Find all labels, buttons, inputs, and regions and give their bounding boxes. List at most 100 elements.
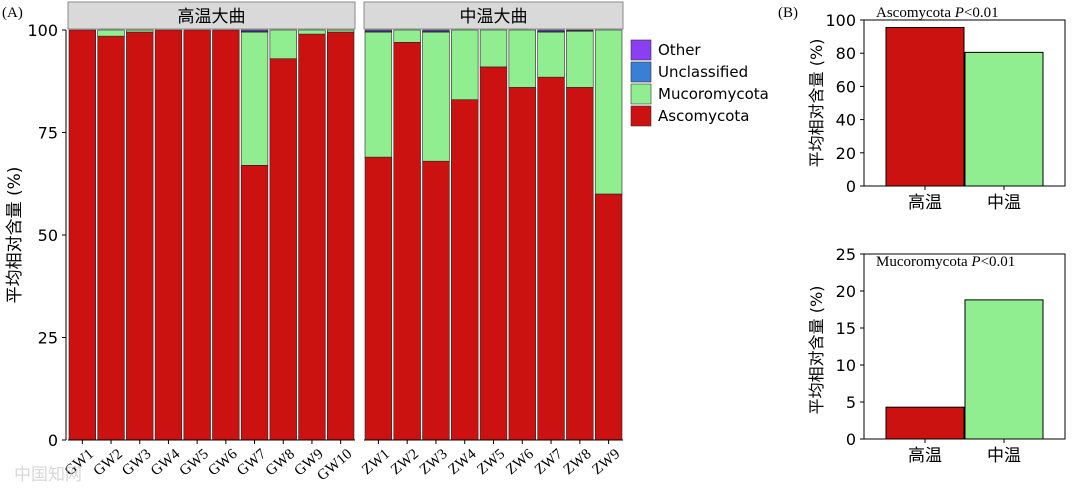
title-taxon: Mucoromycota (876, 254, 971, 270)
panel-b-ascomycota-title: Ascomycota P<0.01 (876, 5, 999, 21)
bar-segment-ascomycota-zw6 (508, 87, 536, 441)
y-tick-label: 60 (836, 77, 856, 96)
bar-segment-mucoromycota-gw2 (97, 29, 125, 37)
x-tick-label: GW3 (119, 446, 154, 479)
bar-segment-other-zw7 (537, 29, 565, 32)
stacked-bar-gw5 (183, 29, 211, 441)
legend-label-other: Other (658, 41, 701, 59)
panel-b-mucoromycota-title: Mucoromycota P<0.01 (876, 254, 1015, 270)
legend-label-mucoromycota: Mucoromycota (658, 85, 769, 103)
stacked-bar-gw7 (240, 29, 269, 441)
bar-segment-mucoromycota-gw9 (298, 29, 326, 35)
panel-b-mucoromycota-y-axis-label: 平均相对含量 (%) (807, 286, 826, 415)
facet-strip-high-temp (67, 1, 356, 30)
stacked-bar-gw1 (68, 29, 96, 441)
x-tick-label: ZW6 (503, 446, 537, 478)
bar-segment-ascomycota-zw7 (537, 76, 565, 441)
x-tick-label: ZW3 (417, 446, 451, 478)
bar-segment-mucoromycota-zw5 (479, 29, 508, 68)
bar-segment-mucoromycota-zw8 (566, 30, 594, 88)
y-tick-label: 50 (38, 226, 58, 245)
x-tick-label: ZW8 (561, 446, 595, 478)
y-tick-label: 25 (38, 329, 58, 348)
y-tick-label: 5 (846, 393, 856, 412)
panel-a-y-axis: 0 25 50 75 100 (27, 21, 67, 450)
x-tick-label: GW5 (177, 446, 212, 479)
panel-b-mucoromycota-chart: Mucoromycota P<0.01 平均相对含量 (%) 0 5 10 15 20 2… (807, 245, 1066, 466)
facet-strip-label-medium-temp: 中温大曲 (460, 7, 528, 27)
bar-segment-other-gw7 (240, 29, 269, 32)
legend-swatch-other (630, 39, 652, 61)
x-tick-label: ZW2 (388, 446, 422, 478)
y-tick-label: 20 (836, 282, 856, 301)
bar-segment-ascomycota-gw3 (126, 31, 154, 441)
legend-label-ascomycota: Ascomycota (658, 107, 750, 125)
stacked-bar-zw6 (508, 29, 536, 441)
y-tick-label: 100 (27, 21, 58, 40)
x-tick-label: GW2 (91, 446, 126, 479)
bar-segment-ascomycota-gw4 (154, 29, 183, 441)
x-tick-label: GW4 (148, 446, 184, 479)
y-tick-label: 80 (836, 44, 856, 63)
x-tick-label: ZW1 (359, 446, 393, 478)
y-tick-label: 15 (836, 319, 856, 338)
facet-strip-medium-temp (363, 1, 624, 30)
panel-label-b: (B) (778, 5, 798, 21)
y-tick-label: 40 (836, 111, 856, 130)
bar-segment-ascomycota-zw4 (451, 99, 479, 441)
bar-segment-mucoromycota-zw4 (451, 29, 479, 100)
x-tick-label: ZW5 (474, 446, 508, 478)
x-tick-label: ZW9 (589, 446, 623, 478)
bar-segment-mucoromycota-zw2 (393, 29, 421, 43)
stacked-bar-zw8 (566, 29, 594, 441)
bar-segment-mucoromycota-gw7 (240, 31, 269, 166)
stacked-bar-zw9 (594, 29, 623, 441)
bar-segment-mucoromycota-zw6 (508, 29, 536, 88)
panel-label-a: (A) (2, 5, 23, 21)
bar-segment-ascomycota-zw9 (594, 193, 623, 441)
x-tick-label: ZW7 (532, 446, 566, 478)
stacked-bar-gw8 (269, 29, 297, 441)
bar-segment-other-zw3 (422, 29, 450, 32)
bar-medium-temp (964, 51, 1044, 187)
bar-segment-ascomycota-zw1 (364, 156, 393, 441)
y-tick-label: 10 (836, 356, 856, 375)
stacked-bar-zw2 (393, 29, 421, 441)
facet-high-temp-bars (68, 29, 355, 441)
bar-segment-ascomycota-zw3 (422, 160, 450, 441)
x-tick-label: ZW4 (446, 446, 480, 478)
bar-segment-ascomycota-gw10 (327, 31, 355, 441)
stacked-bar-gw10 (327, 29, 355, 441)
y-tick-label: 20 (836, 144, 856, 163)
bar-segment-ascomycota-gw1 (68, 29, 96, 441)
bar-segment-mucoromycota-gw3 (126, 29, 154, 33)
bar-segment-ascomycota-gw8 (269, 58, 297, 441)
title-p: P (970, 254, 980, 270)
y-tick-label: 0 (48, 431, 58, 450)
y-tick-label: 0 (846, 430, 856, 449)
legend-swatch-unclassified (630, 61, 652, 83)
bar-segment-ascomycota-zw8 (566, 87, 594, 441)
legend-swatch-ascomycota (630, 105, 652, 127)
panel-b-mucoromycota-plot: 0 5 10 15 20 25 高温 中温 (836, 245, 1066, 466)
stacked-bar-gw6 (212, 29, 240, 441)
panel-b-ascomycota-chart: Ascomycota P<0.01 平均相对含量 (%) 0 20 40 60 80 10… (807, 5, 1066, 213)
panel-a-y-axis-label: 平均相对含量 (%) (5, 167, 25, 304)
bar-segment-mucoromycota-zw9 (594, 29, 623, 195)
title-threshold: <0.01 (964, 5, 999, 21)
stacked-bar-gw2 (97, 29, 125, 441)
x-tick-label: GW7 (234, 446, 270, 479)
y-tick-label: 100 (825, 11, 856, 30)
y-tick-label: 25 (836, 245, 856, 264)
bar-high-temp (885, 26, 965, 187)
bar-segment-mucoromycota-gw10 (327, 29, 355, 33)
panel-b-ascomycota-y-axis-label: 平均相对含量 (%) (807, 39, 826, 168)
title-taxon: Ascomycota (876, 5, 955, 21)
bar-segment-mucoromycota-zw7 (537, 31, 565, 78)
legend-label-unclassified: Unclassified (658, 63, 748, 81)
stacked-bar-zw7 (537, 29, 565, 441)
